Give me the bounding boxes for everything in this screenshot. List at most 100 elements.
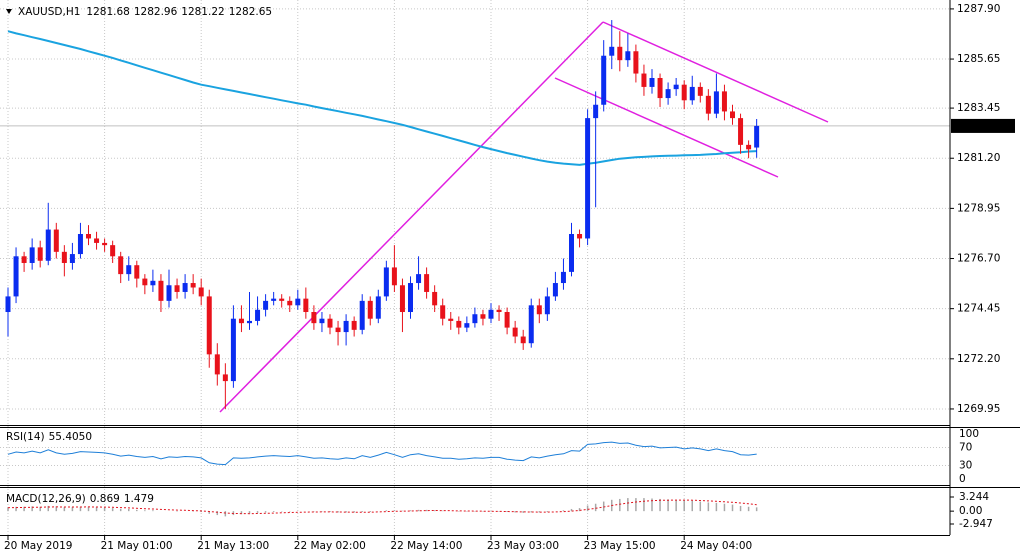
candle-body bbox=[134, 265, 140, 279]
candle-body bbox=[21, 256, 27, 263]
price-box-label: 1282.65 bbox=[956, 120, 999, 132]
candle-body bbox=[359, 300, 365, 330]
candle-body bbox=[536, 305, 542, 315]
candle-body bbox=[263, 300, 269, 310]
candle-body bbox=[319, 318, 325, 324]
candle-body bbox=[13, 256, 19, 297]
candle-body bbox=[214, 354, 220, 375]
x-tick-label: 21 May 01:00 bbox=[101, 540, 173, 552]
signal-line bbox=[7, 499, 757, 515]
rsi-name: RSI(14) bbox=[6, 431, 45, 443]
candle-body bbox=[520, 336, 526, 344]
macd-name: MACD(12,26,9) bbox=[6, 493, 86, 505]
candle-body bbox=[287, 300, 293, 306]
macd-tick-label: -2.947 bbox=[959, 518, 993, 530]
candle-body bbox=[496, 309, 502, 313]
candle-body bbox=[681, 84, 687, 101]
candle-body bbox=[625, 51, 631, 61]
candle-body bbox=[77, 234, 83, 255]
candle-body bbox=[150, 280, 156, 286]
candle-body bbox=[585, 118, 591, 239]
macd-value: 0.869 bbox=[90, 493, 120, 505]
candle-body bbox=[142, 278, 148, 286]
trend-line bbox=[554, 77, 779, 178]
x-tick-label: 23 May 03:00 bbox=[487, 540, 559, 552]
chart-header: XAUUSD,H1 1281.68 1282.96 1281.22 1282.65 bbox=[18, 6, 272, 18]
candle-body bbox=[303, 298, 309, 313]
x-tick-label: 22 May 02:00 bbox=[294, 540, 366, 552]
mark-layer bbox=[5, 20, 760, 517]
candle-body bbox=[230, 318, 236, 382]
candle-body bbox=[705, 95, 711, 114]
candle-body bbox=[464, 323, 470, 328]
y-tick-label: 1285.65 bbox=[957, 53, 1000, 65]
macd-tick-label: 3.244 bbox=[959, 491, 989, 503]
y-tick-label: 1281.20 bbox=[957, 152, 1000, 164]
symbol: XAUUSD,H1 bbox=[18, 6, 80, 18]
low: 1281.22 bbox=[181, 6, 224, 18]
candle-body bbox=[665, 89, 671, 99]
macd-tick-label: 0.00 bbox=[959, 505, 982, 517]
candle-body bbox=[641, 73, 647, 87]
candle-body bbox=[528, 305, 534, 344]
x-tick-label: 22 May 14:00 bbox=[390, 540, 462, 552]
candle-body bbox=[617, 46, 623, 61]
candle-body bbox=[424, 274, 430, 292]
candle-body bbox=[391, 267, 397, 286]
y-tick-label: 1274.45 bbox=[957, 303, 1000, 315]
candle-body bbox=[721, 91, 727, 112]
y-tick-label: 1269.95 bbox=[957, 403, 1000, 415]
close: 1282.65 bbox=[229, 6, 272, 18]
moving-average bbox=[7, 30, 757, 166]
candle-body bbox=[53, 229, 59, 252]
candle-body bbox=[351, 320, 357, 330]
candle-body bbox=[37, 247, 43, 261]
candle-body bbox=[746, 144, 752, 150]
candle-body bbox=[730, 111, 735, 119]
candle-body bbox=[472, 314, 478, 324]
candle-body bbox=[432, 291, 438, 306]
candle-body bbox=[689, 86, 695, 101]
candle-body bbox=[94, 238, 100, 243]
candle-body bbox=[335, 327, 341, 333]
candle-body bbox=[552, 283, 558, 297]
rsi-tick-label: 30 bbox=[959, 460, 972, 472]
y-tick-label: 1278.95 bbox=[957, 202, 1000, 214]
x-tick-label: 20 May 2019 bbox=[4, 540, 72, 552]
candle-body bbox=[311, 312, 317, 324]
trend-line bbox=[602, 21, 829, 123]
high: 1282.96 bbox=[134, 6, 178, 18]
candle-body bbox=[182, 283, 188, 292]
candle-body bbox=[61, 251, 67, 263]
candle-body bbox=[29, 247, 35, 263]
candle-body bbox=[593, 104, 599, 119]
trend-line bbox=[219, 21, 604, 413]
candle-body bbox=[174, 285, 180, 292]
candle-body bbox=[45, 229, 51, 261]
candle-body bbox=[5, 296, 11, 313]
y-tick-label: 1276.70 bbox=[957, 253, 1000, 265]
candle-body bbox=[158, 280, 164, 301]
candle-body bbox=[375, 296, 381, 319]
candle-body bbox=[488, 309, 494, 319]
candle-body bbox=[222, 374, 228, 382]
candle-body bbox=[601, 55, 607, 105]
candle-body bbox=[569, 234, 574, 272]
candle-body bbox=[271, 298, 277, 301]
candle-body bbox=[327, 318, 333, 328]
rsi-line bbox=[7, 441, 757, 466]
candle-body bbox=[633, 51, 639, 74]
candle-body bbox=[69, 254, 75, 263]
candle-body bbox=[367, 300, 373, 319]
candle-body bbox=[86, 234, 91, 239]
candle-body bbox=[343, 320, 349, 333]
rsi-tick-label: 70 bbox=[959, 442, 972, 454]
signal-value: 1.479 bbox=[124, 493, 154, 505]
candle-body bbox=[102, 242, 108, 246]
candle-body bbox=[560, 271, 566, 284]
x-tick-label: 24 May 04:00 bbox=[680, 540, 752, 552]
candle-body bbox=[206, 296, 212, 355]
candle-body bbox=[649, 78, 655, 87]
